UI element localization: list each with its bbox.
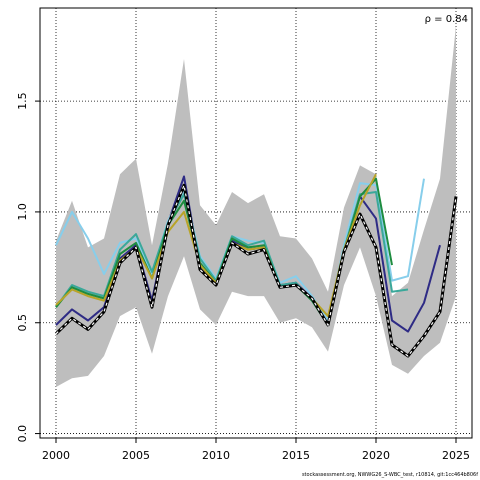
rho-annotation: ρ = 0.84 bbox=[425, 14, 468, 25]
y-tick-label-0.5: 0.5 bbox=[16, 314, 29, 332]
series-lines bbox=[54, 173, 458, 358]
x-tick-label-2015: 2015 bbox=[282, 449, 310, 462]
x-tick-label-2020: 2020 bbox=[362, 449, 390, 462]
confidence-band-area bbox=[56, 25, 456, 387]
series-line-dash-current bbox=[55, 183, 457, 357]
series-line-peel2 bbox=[55, 178, 425, 322]
x-tick-label-2005: 2005 bbox=[122, 449, 150, 462]
credit-text: stockassessment.org, NWWG26_S-WBC_test, … bbox=[302, 472, 478, 478]
x-tick-label-2010: 2010 bbox=[202, 449, 230, 462]
confidence-band bbox=[56, 25, 456, 387]
y-tick-label-0: 0.0 bbox=[16, 425, 29, 443]
axes: 2000 2005 2010 2015 2020 2025 0.0 0.5 1.0 1.5 bbox=[16, 92, 470, 462]
y-tick-label-1.5: 1.5 bbox=[16, 92, 29, 110]
plot-frame bbox=[39, 7, 473, 439]
x-tick-label-2000: 2000 bbox=[42, 449, 70, 462]
x-tick-label-2025: 2025 bbox=[442, 449, 470, 462]
y-tick-label-1: 1.0 bbox=[16, 203, 29, 221]
